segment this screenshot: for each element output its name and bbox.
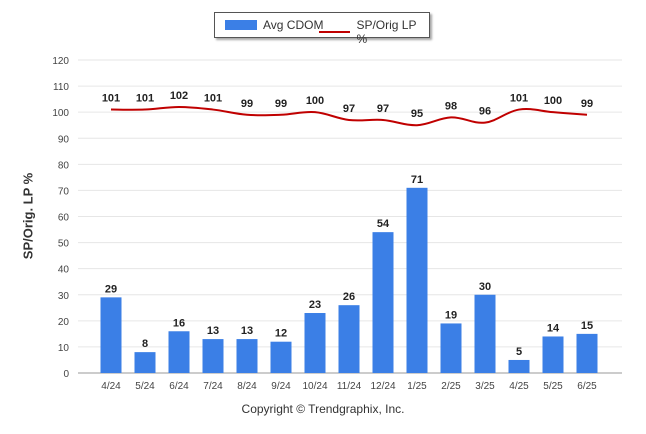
bar-2-25 (440, 323, 462, 373)
x-tick-label: 4/24 (101, 381, 121, 392)
y-tick-label: 120 (52, 56, 69, 67)
bar-3-25 (474, 294, 496, 373)
bar-5-25 (542, 336, 564, 373)
line-value-label: 101 (136, 93, 154, 105)
x-tick-label: 5/24 (135, 381, 155, 392)
x-tick-label: 12/24 (370, 381, 395, 392)
y-tick-label: 40 (58, 265, 70, 276)
bar-9-24 (270, 341, 292, 373)
line-value-label: 97 (343, 103, 355, 115)
bar-10-24 (304, 313, 326, 373)
x-tick-label: 8/24 (237, 381, 257, 392)
bar-value-label: 12 (275, 328, 287, 340)
x-tick-label: 7/24 (203, 381, 223, 392)
line-value-label: 101 (204, 93, 222, 105)
bar-value-label: 23 (309, 299, 321, 311)
legend-item-avg-cdom[interactable]: Avg CDOM (225, 18, 323, 32)
legend-label-avg-cdom: Avg CDOM (263, 18, 324, 32)
legend-bar-swatch (225, 20, 257, 30)
y-tick-label: 70 (58, 186, 70, 197)
y-tick-label: 50 (58, 239, 70, 250)
line-value-label: 98 (445, 100, 457, 112)
x-tick-label: 4/25 (509, 381, 529, 392)
y-tick-label: 20 (58, 317, 70, 328)
y-tick-label: 80 (58, 160, 70, 171)
line-value-label: 95 (411, 108, 423, 120)
bar-value-label: 29 (105, 283, 117, 295)
x-tick-label: 9/24 (271, 381, 291, 392)
bar-1-25 (406, 187, 428, 373)
bar-value-label: 14 (547, 322, 560, 334)
bar-8-24 (236, 339, 258, 373)
y-tick-label: 60 (58, 213, 70, 224)
y-tick-label: 0 (63, 369, 69, 380)
x-tick-label: 10/24 (302, 381, 327, 392)
x-tick-label: 6/24 (169, 381, 189, 392)
sp-orig-lp-line (110, 105, 588, 127)
bar-4-24 (100, 297, 122, 373)
bar-value-label: 13 (241, 325, 253, 337)
bar-value-label: 19 (445, 309, 457, 321)
copyright-credit: Copyright © Trendgraphix, Inc. (241, 402, 405, 416)
line-value-label: 100 (544, 95, 562, 107)
line-value-label: 101 (102, 93, 120, 105)
line-value-label: 97 (377, 103, 389, 115)
y-tick-label: 90 (58, 134, 70, 145)
bar-4-25 (508, 359, 530, 373)
y-tick-label: 10 (58, 343, 70, 354)
x-tick-label: 1/25 (407, 381, 427, 392)
bar-5-24 (134, 352, 156, 373)
legend-label-sp-orig-lp: SP/Orig LP % (356, 18, 417, 46)
x-tick-label: 3/25 (475, 381, 495, 392)
line-value-label: 99 (241, 98, 253, 110)
x-tick-label: 6/25 (577, 381, 597, 392)
legend-item-sp-orig-lp[interactable]: SP/Orig LP % (319, 18, 429, 46)
line-value-label: 101 (510, 93, 528, 105)
bar-value-label: 13 (207, 325, 219, 337)
bar-value-label: 16 (173, 317, 185, 329)
line-value-label: 99 (275, 98, 287, 110)
x-tick-label: 2/25 (441, 381, 461, 392)
y-tick-label: 110 (53, 82, 69, 93)
bar-value-label: 71 (411, 174, 423, 186)
bar-value-label: 54 (377, 218, 390, 230)
line-value-label: 100 (306, 95, 324, 107)
x-tick-label: 5/25 (543, 381, 563, 392)
line-value-label: 102 (170, 90, 188, 102)
bar-12-24 (372, 232, 394, 373)
bar-value-label: 15 (581, 320, 593, 332)
bar-6-24 (168, 331, 190, 373)
bar-11-24 (338, 305, 360, 373)
bar-value-label: 8 (142, 338, 148, 350)
legend-line-swatch (319, 31, 351, 33)
line-value-label: 96 (479, 106, 491, 118)
y-tick-label: 30 (58, 291, 70, 302)
x-tick-label: 11/24 (337, 381, 362, 392)
bar-6-25 (576, 333, 598, 373)
bar-value-label: 26 (343, 291, 355, 303)
bar-value-label: 5 (516, 346, 522, 358)
line-value-label: 99 (581, 98, 593, 110)
bar-value-label: 30 (479, 281, 491, 293)
bar-7-24 (202, 339, 224, 373)
y-tick-label: 100 (52, 108, 69, 119)
legend: Avg CDOM SP/Orig LP % (214, 12, 430, 46)
